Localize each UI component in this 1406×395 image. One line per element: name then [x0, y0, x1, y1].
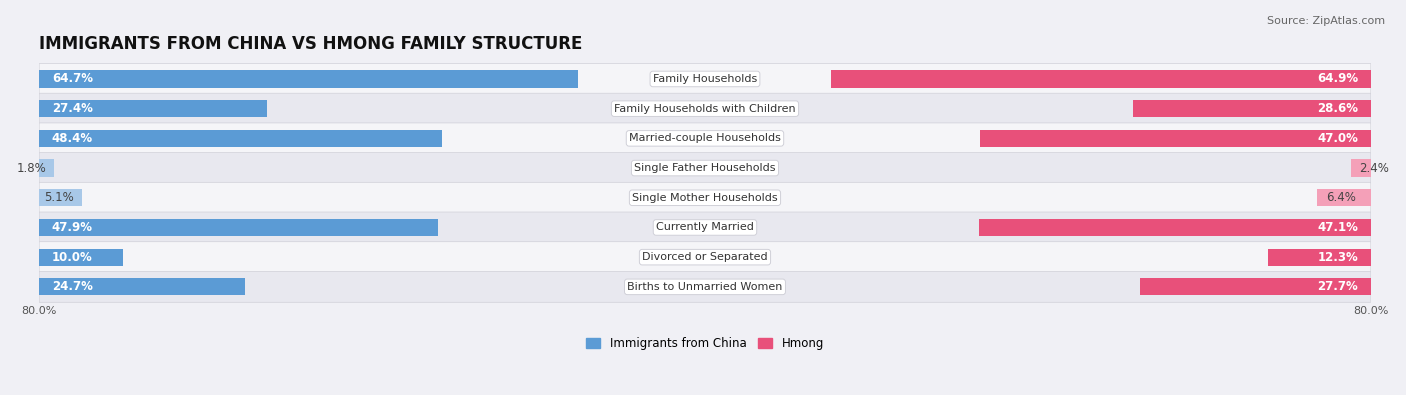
Text: 47.0%: 47.0% — [1317, 132, 1358, 145]
Bar — [39, 70, 578, 88]
Text: 5.1%: 5.1% — [44, 191, 73, 204]
Bar — [39, 219, 437, 236]
Bar — [979, 219, 1371, 236]
Bar — [831, 70, 1371, 88]
Text: 2.4%: 2.4% — [1360, 162, 1389, 175]
Text: 10.0%: 10.0% — [52, 251, 93, 263]
Text: 47.9%: 47.9% — [52, 221, 93, 234]
Text: 27.7%: 27.7% — [1317, 280, 1358, 293]
Text: Source: ZipAtlas.com: Source: ZipAtlas.com — [1267, 16, 1385, 26]
FancyBboxPatch shape — [39, 93, 1371, 124]
Bar — [1351, 160, 1371, 177]
FancyBboxPatch shape — [39, 242, 1371, 273]
Bar — [1133, 100, 1371, 117]
FancyBboxPatch shape — [39, 182, 1371, 213]
Bar — [39, 160, 55, 177]
Text: 12.3%: 12.3% — [1317, 251, 1358, 263]
FancyBboxPatch shape — [39, 123, 1371, 154]
Text: 6.4%: 6.4% — [1326, 191, 1355, 204]
Text: Single Father Households: Single Father Households — [634, 163, 776, 173]
Text: Divorced or Separated: Divorced or Separated — [643, 252, 768, 262]
Text: 64.7%: 64.7% — [52, 72, 93, 85]
Bar — [39, 248, 122, 266]
Bar — [980, 130, 1371, 147]
Text: 28.6%: 28.6% — [1317, 102, 1358, 115]
FancyBboxPatch shape — [39, 271, 1371, 302]
Bar — [1140, 278, 1371, 295]
Text: 48.4%: 48.4% — [52, 132, 93, 145]
Text: Births to Unmarried Women: Births to Unmarried Women — [627, 282, 783, 292]
Text: 47.1%: 47.1% — [1317, 221, 1358, 234]
FancyBboxPatch shape — [39, 212, 1371, 243]
FancyBboxPatch shape — [39, 152, 1371, 184]
Bar — [1317, 189, 1371, 206]
Text: Currently Married: Currently Married — [657, 222, 754, 233]
Legend: Immigrants from China, Hmong: Immigrants from China, Hmong — [586, 337, 824, 350]
Text: 24.7%: 24.7% — [52, 280, 93, 293]
Text: 1.8%: 1.8% — [17, 162, 46, 175]
Bar — [39, 100, 267, 117]
Bar — [39, 130, 441, 147]
Bar — [39, 189, 82, 206]
Text: Married-couple Households: Married-couple Households — [628, 134, 780, 143]
Text: Family Households: Family Households — [652, 74, 756, 84]
Text: IMMIGRANTS FROM CHINA VS HMONG FAMILY STRUCTURE: IMMIGRANTS FROM CHINA VS HMONG FAMILY ST… — [39, 35, 582, 53]
Bar — [1268, 248, 1371, 266]
FancyBboxPatch shape — [39, 64, 1371, 94]
Text: Family Households with Children: Family Households with Children — [614, 103, 796, 114]
Text: 27.4%: 27.4% — [52, 102, 93, 115]
Bar — [39, 278, 245, 295]
Text: 64.9%: 64.9% — [1317, 72, 1358, 85]
Text: Single Mother Households: Single Mother Households — [633, 193, 778, 203]
